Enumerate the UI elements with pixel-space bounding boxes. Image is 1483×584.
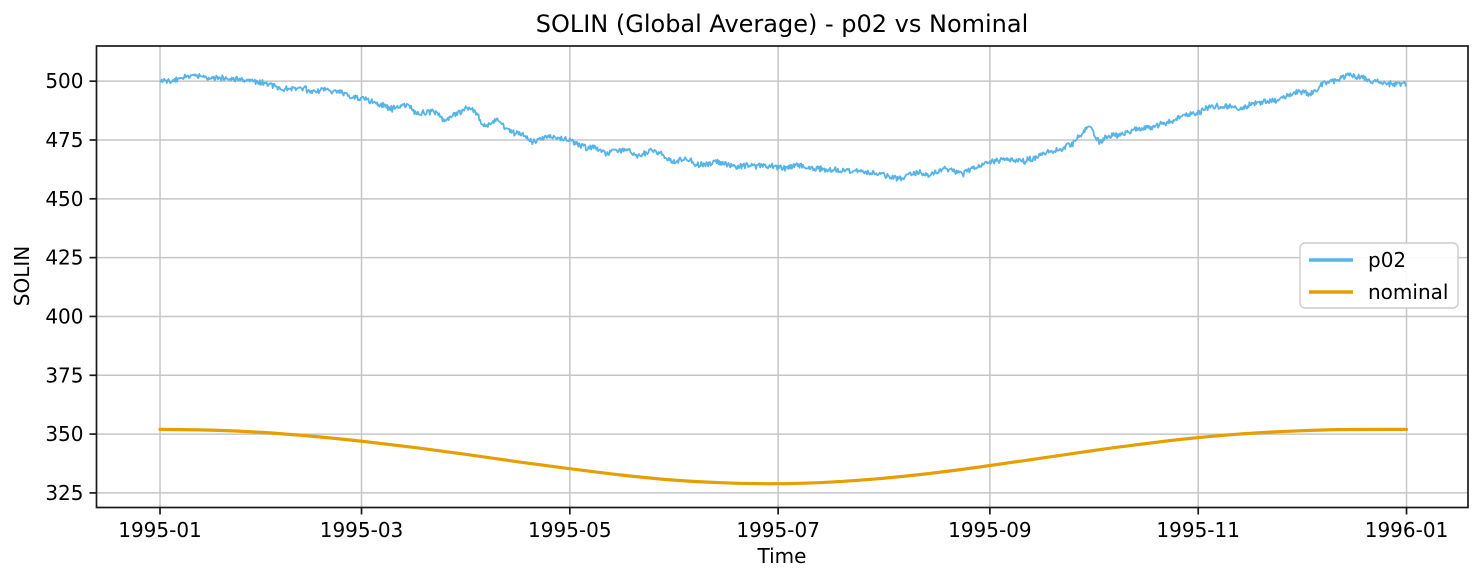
axes-spines — [95, 45, 1469, 509]
y-tick-label: 425 — [45, 246, 83, 270]
series-p02-line — [159, 72, 1407, 182]
legend-label-nominal: nominal — [1368, 280, 1448, 304]
x-axis-ticks: 1995-01 1995-03 1995-05 1995-07 1995-09 1995-… — [118, 507, 1449, 542]
grid-lines — [96, 46, 1468, 508]
x-tick-label: 1995-11 — [1156, 518, 1240, 542]
y-axis-ticks: 325 350 375 400 425 450 475 500 — [45, 69, 97, 505]
x-tick-label: 1995-01 — [118, 518, 202, 542]
x-axis-label: Time — [757, 544, 807, 568]
y-tick-label: 475 — [45, 128, 83, 152]
chart-title: SOLIN (Global Average) - p02 vs Nominal — [535, 10, 1029, 38]
x-tick-label: 1995-09 — [948, 518, 1032, 542]
y-tick-label: 350 — [45, 422, 83, 446]
x-tick-label: 1996-01 — [1365, 518, 1449, 542]
x-tick-label: 1995-07 — [736, 518, 820, 542]
y-tick-label: 500 — [45, 69, 83, 93]
legend-label-p02: p02 — [1368, 248, 1406, 272]
x-tick-label: 1995-03 — [320, 518, 404, 542]
legend: p02 nominal — [1299, 242, 1459, 309]
series-nominal-line — [158, 427, 1409, 486]
y-tick-label: 325 — [45, 481, 83, 505]
y-tick-label: 375 — [45, 363, 83, 387]
x-tick-label: 1995-05 — [528, 518, 612, 542]
y-tick-label: 450 — [45, 187, 83, 211]
y-tick-label: 400 — [45, 304, 83, 328]
